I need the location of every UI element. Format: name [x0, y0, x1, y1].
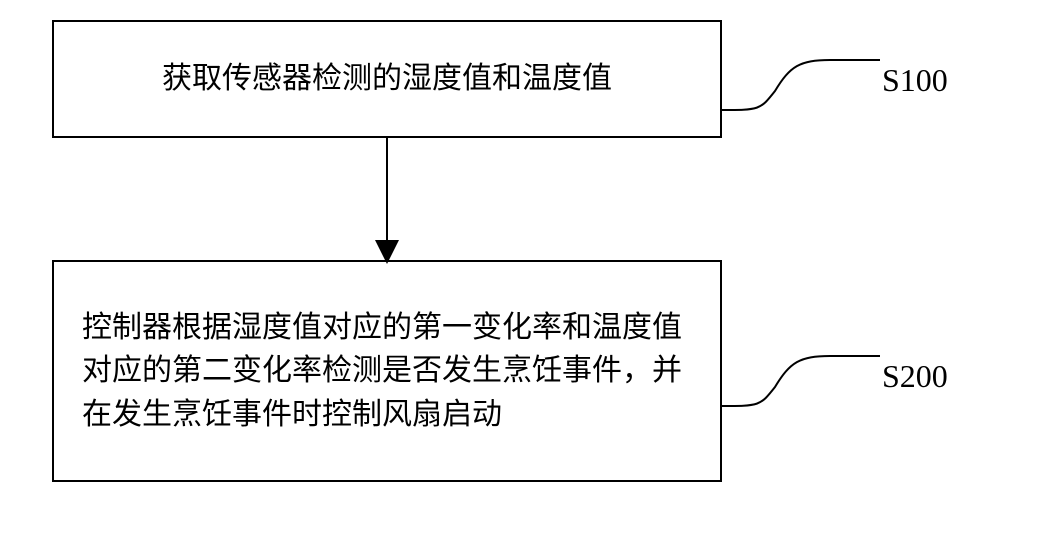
- flowchart-canvas: 获取传感器检测的湿度值和温度值 控制器根据湿度值对应的第一变化率和温度值对应的第…: [0, 0, 1046, 543]
- brace-connector-icon: [720, 46, 880, 116]
- step-label: S200: [882, 358, 948, 395]
- step-label: S100: [882, 62, 948, 99]
- brace-connector-icon: [720, 342, 880, 412]
